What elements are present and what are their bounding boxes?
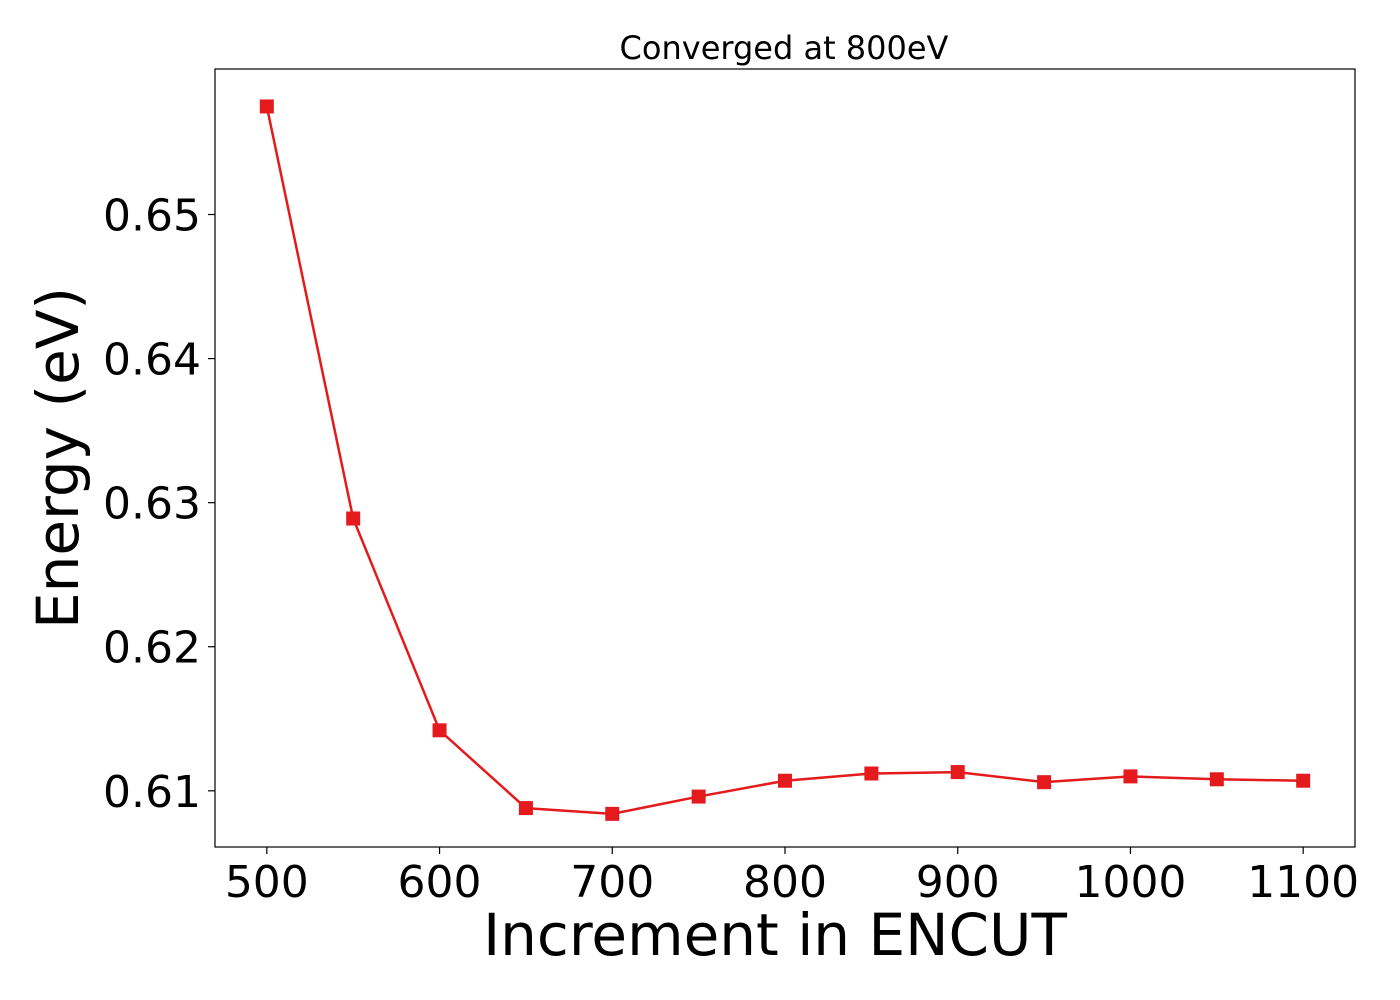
x-tick-label: 600: [398, 857, 482, 908]
data-point: [605, 806, 620, 821]
plot-frame: [214, 68, 1356, 848]
x-tick-label: 900: [916, 857, 1000, 908]
y-axis: 0.61 0.62 0.63 0.64 0.65: [103, 191, 215, 818]
data-point: [950, 765, 965, 780]
y-axis-title: Energy (eV): [24, 287, 92, 629]
x-tick-label: 800: [743, 857, 827, 908]
data-point: [1123, 769, 1138, 784]
series-layer: [259, 99, 1311, 821]
data-point: [259, 99, 274, 114]
x-axis: 500 600 700 800 900 1000 1100: [225, 847, 1359, 908]
series-line: [265, 106, 1304, 816]
y-tick-label: 0.65: [103, 191, 201, 242]
data-point: [1296, 773, 1311, 788]
data-point: [1209, 772, 1224, 787]
data-point: [691, 789, 706, 804]
x-axis-title: Increment in ENCUT: [483, 901, 1067, 969]
y-tick-label: 0.64: [103, 335, 201, 386]
x-tick-label: 700: [570, 857, 654, 908]
chart-title: Converged at 800eV: [620, 29, 949, 67]
y-tick-label: 0.62: [103, 623, 201, 674]
data-point: [346, 511, 361, 526]
x-tick-label: 1000: [1074, 857, 1186, 908]
data-point: [864, 766, 879, 781]
y-tick-label: 0.63: [103, 479, 201, 530]
data-point: [432, 723, 447, 738]
data-point: [1037, 775, 1052, 790]
data-point: [518, 801, 533, 816]
y-tick-label: 0.61: [103, 767, 201, 818]
x-tick-label: 1100: [1247, 857, 1359, 908]
data-point: [778, 773, 792, 788]
x-tick-label: 500: [225, 857, 309, 908]
